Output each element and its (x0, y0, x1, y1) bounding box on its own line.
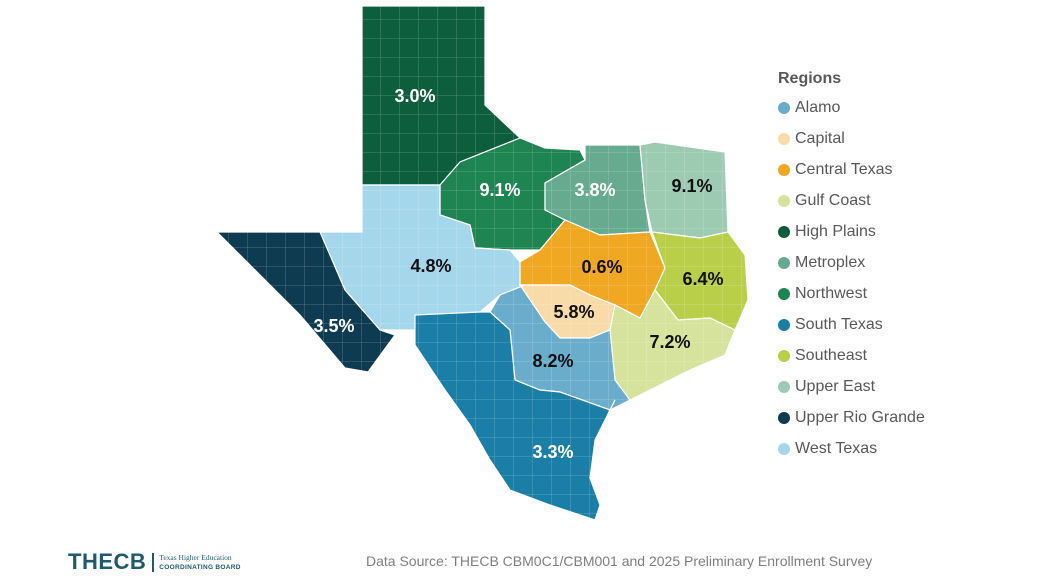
legend-swatch (778, 411, 790, 424)
legend-title: Regions (778, 70, 842, 87)
legend-label: Alamo (795, 98, 841, 116)
legend-item: Capital (778, 123, 978, 154)
thecb-logo: THECB Texas Higher Education COORDINATIN… (68, 549, 249, 575)
legend-swatch (778, 349, 790, 362)
legend-item: Gulf Coast (778, 185, 978, 216)
legend-swatch (778, 287, 790, 300)
label-capital: 5.8% (553, 302, 594, 322)
label-northwest: 9.1% (479, 180, 520, 200)
label-south-texas: 3.3% (532, 442, 573, 462)
legend-label: High Plains (795, 222, 876, 240)
legend-item: Northwest (778, 278, 978, 309)
legend-swatch (778, 380, 790, 393)
legend-swatch (778, 225, 790, 238)
legend-label: Upper Rio Grande (795, 408, 925, 426)
legend-label: Southeast (795, 346, 868, 364)
legend-item: Upper Rio Grande (778, 402, 978, 433)
label-central-texas: 0.6% (581, 257, 622, 277)
label-alamo: 8.2% (532, 351, 573, 371)
label-gulf-coast: 7.2% (649, 332, 690, 352)
data-source-note: Data Source: THECB CBM0C1/CBM001 and 202… (366, 553, 873, 569)
legend-item: Metroplex (778, 247, 978, 278)
legend-swatch (778, 442, 790, 455)
legend-label: Metroplex (795, 253, 866, 271)
legend-swatch (778, 194, 790, 207)
legend-label: South Texas (795, 315, 883, 333)
logo-subtitle-line2: COORDINATING BOARD (159, 563, 241, 571)
legend-item: Alamo (778, 92, 978, 123)
legend-item: High Plains (778, 216, 978, 247)
legend-item: Upper East (778, 371, 978, 402)
footer: THECB Texas Higher Education COORDINATIN… (0, 540, 1054, 583)
legend: Regions Alamo Capital Central Texas Gulf… (778, 70, 978, 464)
legend-label: Central Texas (795, 160, 893, 178)
legend-label: West Texas (795, 439, 878, 457)
label-upper-rio-grande: 3.5% (313, 316, 354, 336)
logo-wordmark: THECB (68, 549, 147, 574)
legend-swatch (778, 318, 790, 331)
label-upper-east: 9.1% (671, 176, 712, 196)
legend-swatch (778, 132, 790, 145)
legend-label: Northwest (795, 284, 868, 302)
legend-label: Capital (795, 129, 845, 147)
legend-swatch (778, 163, 790, 176)
label-southeast: 6.4% (682, 269, 723, 289)
legend-item: South Texas (778, 309, 978, 340)
map-svg: 3.0% 9.1% 3.8% 9.1% 4.8% 3.5% 0.6% 5.8% … (215, 5, 749, 521)
texas-region-map: 3.0% 9.1% 3.8% 9.1% 4.8% 3.5% 0.6% 5.8% … (215, 5, 749, 521)
legend-label: Upper East (795, 377, 876, 395)
logo-subtitle-line1: Texas Higher Education (159, 552, 232, 562)
logo-subtitle: Texas Higher Education COORDINATING BOAR… (152, 552, 249, 572)
legend-item: West Texas (778, 433, 978, 464)
legend-item: Southeast (778, 340, 978, 371)
label-high-plains: 3.0% (394, 86, 435, 106)
legend-item: Central Texas (778, 154, 978, 185)
legend-label: Gulf Coast (795, 191, 871, 209)
legend-swatch (778, 256, 790, 269)
label-west-texas: 4.8% (410, 256, 451, 276)
label-metroplex: 3.8% (574, 180, 615, 200)
legend-swatch (778, 101, 790, 114)
